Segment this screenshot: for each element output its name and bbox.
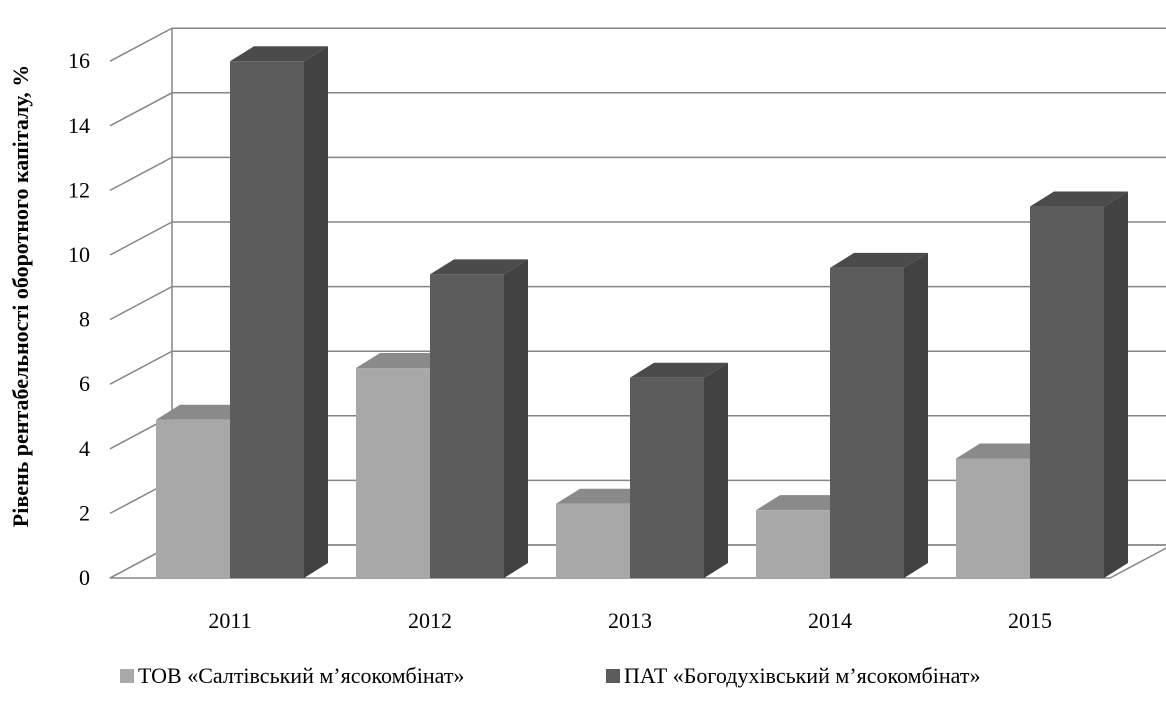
bar-top [230,46,328,62]
y-tick-label: 12 [68,177,90,202]
gridline [109,92,1166,127]
gridline [109,27,1166,62]
x-tick-label: 2015 [1008,608,1052,633]
bar [830,252,928,579]
legend-label: ТОВ «Салтівський м’ясокомбінат» [138,663,464,688]
bar [630,362,728,578]
y-tick-label: 16 [68,48,90,73]
bar-side [904,252,928,579]
bar-top [756,495,854,511]
legend-label: ПАТ «Богодухівський м’ясокомбінат» [624,663,980,688]
y-tick-label: 4 [79,436,90,461]
bar-top [556,488,654,504]
legend-swatch [120,669,134,683]
bar-front [156,419,230,578]
x-axis-labels: 2011 2012 2013 2014 2015 [208,608,1052,633]
bar-front [756,510,830,578]
y-axis-ticks: 0 2 4 6 8 10 12 14 16 [68,48,90,590]
y-tick-label: 8 [79,307,90,332]
bars [156,46,1128,579]
bar-side [1104,191,1128,579]
y-tick-label: 14 [68,113,90,138]
bar-top [430,259,528,275]
bar-top [956,443,1054,459]
y-tick-label: 6 [79,371,90,396]
bar [1030,191,1128,579]
bar-top [830,252,928,268]
bar-side [704,362,728,578]
bar-front [630,377,704,578]
bar-front [430,274,504,578]
bar-top [356,353,454,369]
gridline [109,221,1166,256]
bar-front [830,267,904,578]
gridline [109,156,1166,192]
bar-side [304,46,328,578]
y-tick-label: 10 [68,242,90,267]
bar-top [1030,191,1128,207]
y-axis-title: Рівень рентабельності оборотного капітал… [8,65,33,527]
bar-front [556,503,630,578]
x-tick-label: 2011 [208,608,251,633]
x-tick-label: 2012 [408,608,452,633]
legend-swatch [606,669,620,683]
bar-top [630,362,728,378]
bar-front [1030,206,1104,579]
bar-front [230,61,304,578]
bar-top [156,404,254,420]
x-tick-label: 2013 [608,608,652,633]
bar [230,46,328,578]
bar [430,259,528,578]
bar-front [356,368,430,578]
bar-front [956,458,1030,578]
y-tick-label: 2 [79,500,90,525]
y-tick-label: 0 [79,565,90,590]
x-tick-label: 2014 [808,608,852,633]
legend: ТОВ «Салтівський м’ясокомбінат» ПАТ «Бого… [120,663,980,688]
bar-side [504,259,528,578]
